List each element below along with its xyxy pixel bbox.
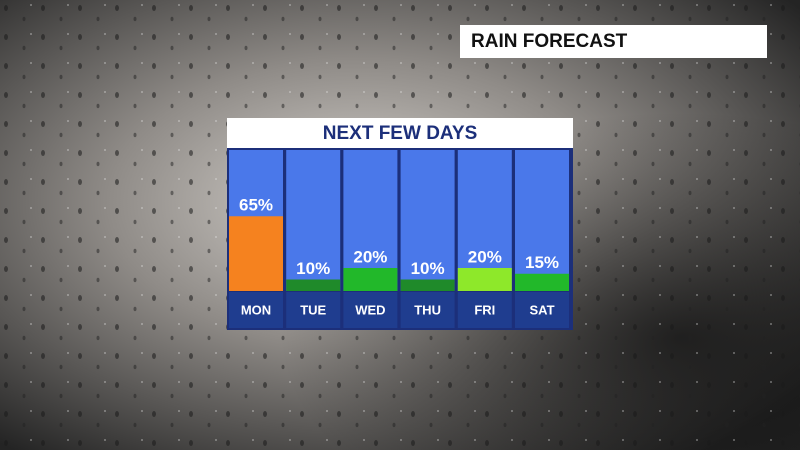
bar — [229, 216, 283, 291]
category-label: FRI — [474, 302, 495, 317]
chart-header — [227, 118, 573, 148]
value-label: 20% — [353, 247, 387, 266]
category-label: WED — [355, 302, 385, 317]
column-background — [457, 150, 512, 291]
bar — [515, 273, 569, 291]
category-band — [515, 292, 569, 328]
value-label: 10% — [296, 259, 330, 278]
chart-title: NEXT FEW DAYS — [323, 123, 478, 144]
category-band — [286, 292, 341, 328]
category-label: TUE — [300, 302, 326, 317]
banner-title: RAIN FORECAST — [471, 31, 628, 52]
category-band — [400, 292, 455, 328]
column-background — [343, 150, 398, 291]
bar — [343, 268, 398, 291]
bar — [457, 268, 512, 291]
bar — [286, 279, 341, 291]
value-label: 20% — [468, 247, 502, 266]
value-label: 65% — [239, 196, 273, 215]
bar — [400, 279, 455, 291]
column-background — [400, 150, 455, 291]
category-band — [229, 292, 283, 328]
category-label: MON — [241, 302, 271, 317]
value-label: 15% — [525, 253, 559, 272]
category-label: SAT — [529, 302, 554, 317]
column-background — [286, 150, 341, 291]
banner — [460, 25, 767, 58]
value-label: 10% — [411, 259, 445, 278]
category-band — [343, 292, 398, 328]
column-background — [515, 150, 569, 291]
category-label: THU — [414, 302, 441, 317]
category-band — [457, 292, 512, 328]
